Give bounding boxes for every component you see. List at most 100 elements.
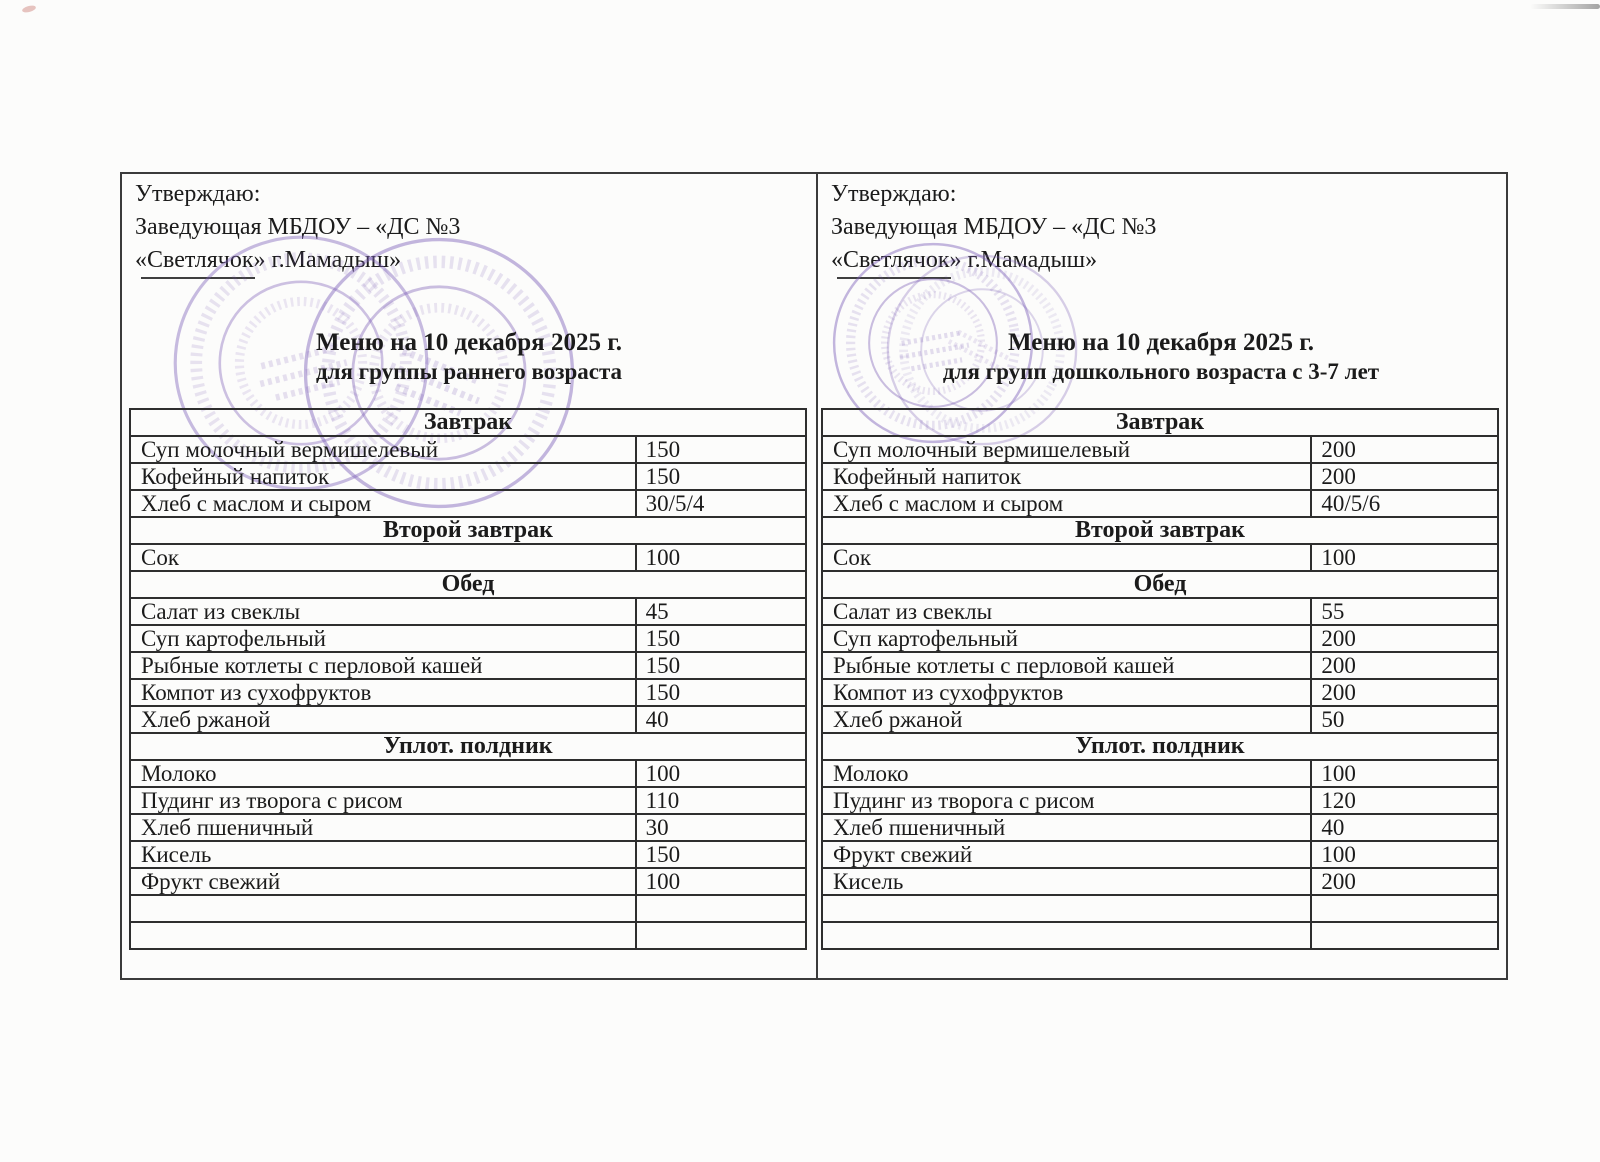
portion-cell: 120 xyxy=(1310,786,1499,815)
portion-cell: 40 xyxy=(1310,813,1499,842)
portion-cell xyxy=(1310,921,1499,950)
portion-cell: 110 xyxy=(634,786,808,815)
dish-name-cell: Молоко xyxy=(820,759,1313,788)
approval-block: Утверждаю: Заведующая МБДОУ – «ДС №3 «Св… xyxy=(831,178,1156,277)
dish-name-cell: Компот из сухофруктов xyxy=(820,678,1313,707)
panel-divider xyxy=(816,174,818,978)
signature-line xyxy=(141,277,255,279)
portion-cell: 150 xyxy=(634,651,808,680)
portion-cell: 200 xyxy=(1310,624,1499,653)
portion-cell: 200 xyxy=(1310,867,1499,896)
section-header-row: Обед xyxy=(821,570,1499,599)
approval-line: «Светлячок» г.Мамадыш» xyxy=(135,247,402,273)
approval-line: «Светлячок» г.Мамадыш» xyxy=(831,247,1098,273)
menu-item-row: Суп молочный вермишелевый 150 xyxy=(129,435,808,464)
dish-name-cell xyxy=(820,921,1313,950)
menu-title: Меню на 10 декабря 2025 г. xyxy=(1007,329,1314,356)
portion-cell: 30 xyxy=(634,813,808,842)
dish-name-cell: Суп молочный вермишелевый xyxy=(820,435,1313,464)
dish-name-cell: Салат из свеклы xyxy=(129,597,637,626)
approval-block: Утверждаю: Заведующая МБДОУ – «ДС №3 «Св… xyxy=(135,178,460,277)
menu-item-row: Салат из свеклы 45 xyxy=(129,597,808,626)
menu-item-row: Хлеб пшеничный 40 xyxy=(820,813,1499,842)
portion-cell: 100 xyxy=(634,543,808,572)
menu-item-row: Компот из сухофруктов 150 xyxy=(129,678,808,707)
approval-line: Утверждаю: xyxy=(831,181,957,207)
portion-cell: 150 xyxy=(634,678,808,707)
portion-cell: 150 xyxy=(634,435,808,464)
menu-item-row: Салат из свеклы 55 xyxy=(820,597,1499,626)
section-header: Второй завтрак xyxy=(129,516,807,545)
signature-line xyxy=(837,277,951,279)
portion-cell: 45 xyxy=(634,597,808,626)
dish-name-cell: Кофейный напиток xyxy=(820,462,1313,491)
scan-artifact xyxy=(1530,4,1600,9)
dish-name-cell: Хлеб пшеничный xyxy=(820,813,1313,842)
dish-name-cell: Компот из сухофруктов xyxy=(129,678,637,707)
dish-name-cell: Суп картофельный xyxy=(820,624,1313,653)
menu-item-row: Пудинг из творога с рисом 120 xyxy=(820,786,1499,815)
menu-title: Меню на 10 декабря 2025 г. xyxy=(315,329,622,356)
menu-item-row: Хлеб с маслом и сыром 30/5/4 xyxy=(129,489,808,518)
menu-item-row: Хлеб ржаной 40 xyxy=(129,705,808,734)
portion-cell: 100 xyxy=(1310,759,1499,788)
menu-item-row: Компот из сухофруктов 200 xyxy=(820,678,1499,707)
section-header-row: Второй завтрак xyxy=(129,516,807,545)
menu-item-row: Пудинг из творога с рисом 110 xyxy=(129,786,808,815)
menu-item-row: Молоко 100 xyxy=(129,759,808,788)
portion-cell: 100 xyxy=(634,867,808,896)
dish-name-cell: Молоко xyxy=(129,759,637,788)
portion-cell: 200 xyxy=(1310,678,1499,707)
portion-cell: 150 xyxy=(634,462,808,491)
portion-cell xyxy=(1310,894,1499,923)
left-menu-panel: Утверждаю: Заведующая МБДОУ – «ДС №3 «Св… xyxy=(122,174,816,978)
dish-name-cell xyxy=(129,921,637,950)
portion-cell: 100 xyxy=(1310,543,1499,572)
menu-item-row: Хлеб пшеничный 30 xyxy=(129,813,808,842)
dish-name-cell: Хлеб с маслом и сыром xyxy=(820,489,1313,518)
scan-artifact xyxy=(21,4,37,14)
portion-cell: 40/5/6 xyxy=(1310,489,1499,518)
menu-title-block: Меню на 10 декабря 2025 г. для группы ра… xyxy=(122,328,816,386)
approval-line: Заведующая МБДОУ – «ДС №3 xyxy=(831,214,1157,240)
portion-cell: 40 xyxy=(634,705,808,734)
dish-name-cell: Фрукт свежий xyxy=(129,867,637,896)
menu-item-row: Кисель 200 xyxy=(820,867,1499,896)
portion-cell xyxy=(634,894,808,923)
dish-name-cell: Хлеб ржаной xyxy=(129,705,637,734)
menu-title-block: Меню на 10 декабря 2025 г. для групп дош… xyxy=(818,328,1504,386)
right-menu-panel: Утверждаю: Заведующая МБДОУ – «ДС №3 «Св… xyxy=(818,174,1504,978)
dish-name-cell: Пудинг из творога с рисом xyxy=(820,786,1313,815)
menu-subtitle: для группы раннего возраста xyxy=(315,359,623,384)
menu-item-row: Кофейный напиток 200 xyxy=(820,462,1499,491)
menu-item-row xyxy=(820,921,1499,950)
menu-item-row: Рыбные котлеты с перловой кашей 200 xyxy=(820,651,1499,680)
menu-item-row: Суп картофельный 150 xyxy=(129,624,808,653)
portion-cell: 50 xyxy=(1310,705,1499,734)
dish-name-cell: Кисель xyxy=(820,867,1313,896)
dish-name-cell: Кофейный напиток xyxy=(129,462,637,491)
menu-item-row xyxy=(129,894,808,923)
section-header-row: Завтрак xyxy=(821,408,1499,437)
section-header: Второй завтрак xyxy=(821,516,1499,545)
dish-name-cell: Фрукт свежий xyxy=(820,840,1313,869)
section-header-row: Уплот. полдник xyxy=(129,732,807,761)
dish-name-cell: Пудинг из творога с рисом xyxy=(129,786,637,815)
dish-name-cell: Суп картофельный xyxy=(129,624,637,653)
menu-item-row: Сок 100 xyxy=(820,543,1499,572)
portion-cell: 150 xyxy=(634,624,808,653)
menu-item-row: Хлеб ржаной 50 xyxy=(820,705,1499,734)
portion-cell: 200 xyxy=(1310,462,1499,491)
menu-item-row: Суп молочный вермишелевый 200 xyxy=(820,435,1499,464)
dish-name-cell: Сок xyxy=(820,543,1313,572)
dish-name-cell: Сок xyxy=(129,543,637,572)
menu-item-row: Рыбные котлеты с перловой кашей 150 xyxy=(129,651,808,680)
portion-cell: 200 xyxy=(1310,651,1499,680)
menu-item-row: Кисель 150 xyxy=(129,840,808,869)
menu-item-row: Суп картофельный 200 xyxy=(820,624,1499,653)
approval-line: Заведующая МБДОУ – «ДС №3 xyxy=(135,214,461,240)
section-header: Завтрак xyxy=(821,408,1499,437)
dish-name-cell: Хлеб с маслом и сыром xyxy=(129,489,637,518)
dish-name-cell: Суп молочный вермишелевый xyxy=(129,435,637,464)
menu-item-row xyxy=(129,921,808,950)
